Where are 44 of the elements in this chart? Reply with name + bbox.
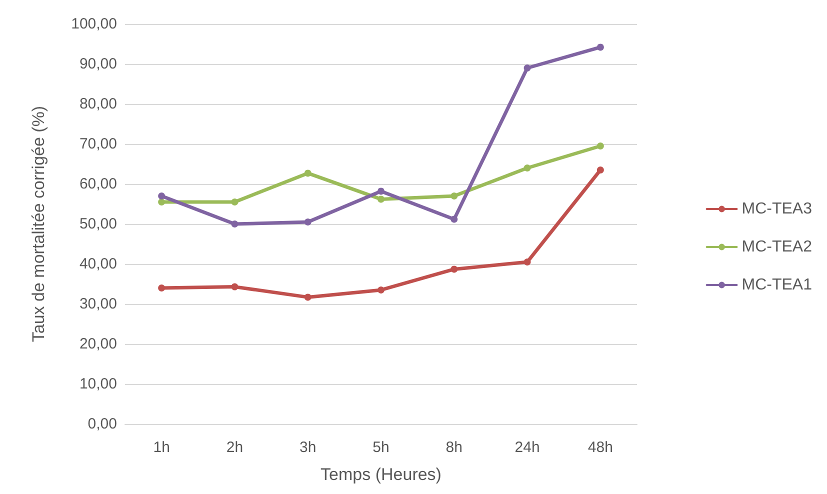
point: [304, 294, 312, 301]
point: [596, 166, 604, 174]
y-tick-label: 20,00: [79, 336, 117, 352]
point: [231, 220, 238, 228]
point: [450, 266, 458, 273]
y-tick-label: 100,00: [71, 16, 117, 32]
point: [596, 142, 604, 150]
y-tick-label: 0,00: [88, 416, 117, 432]
point: [450, 216, 458, 223]
y-tick-label: 40,00: [79, 256, 117, 272]
y-tick-label: 70,00: [79, 136, 117, 152]
y-tick-label: 80,00: [79, 96, 117, 112]
point: [231, 198, 238, 206]
y-tick-label: 30,00: [79, 296, 117, 312]
point: [524, 258, 531, 266]
y-tick-label: 10,00: [79, 376, 117, 392]
legend-label: MC-TEA3: [742, 200, 812, 218]
y-axis-title: Taux de mortalitée corrigée (%): [29, 106, 48, 342]
point: [378, 188, 384, 195]
x-tick-label: 8h: [446, 439, 462, 456]
x-tick-label: 1h: [153, 439, 170, 456]
x-tick-label: 2h: [226, 439, 244, 456]
point: [596, 44, 604, 51]
point: [304, 170, 312, 177]
legend-label: MC-TEA1: [742, 276, 812, 294]
x-tick-label: 48h: [588, 439, 613, 456]
y-tick-label: 50,00: [79, 216, 117, 232]
legend-label: MC-TEA2: [742, 238, 812, 256]
point: [158, 198, 166, 206]
point: [231, 283, 238, 290]
point: [378, 196, 384, 203]
point: [304, 218, 312, 226]
x-tick-label: 5h: [372, 439, 390, 456]
x-tick-label: 24h: [514, 439, 540, 456]
x-tick-label: 3h: [300, 439, 316, 456]
x-axis-title: Temps (Heures): [320, 465, 442, 484]
y-tick-label: 60,00: [79, 176, 117, 192]
point: [524, 64, 531, 72]
point: [450, 192, 458, 200]
point: [524, 164, 531, 172]
point: [158, 284, 166, 292]
y-tick-label: 90,00: [79, 56, 117, 72]
point: [158, 192, 166, 200]
point: [378, 286, 384, 294]
